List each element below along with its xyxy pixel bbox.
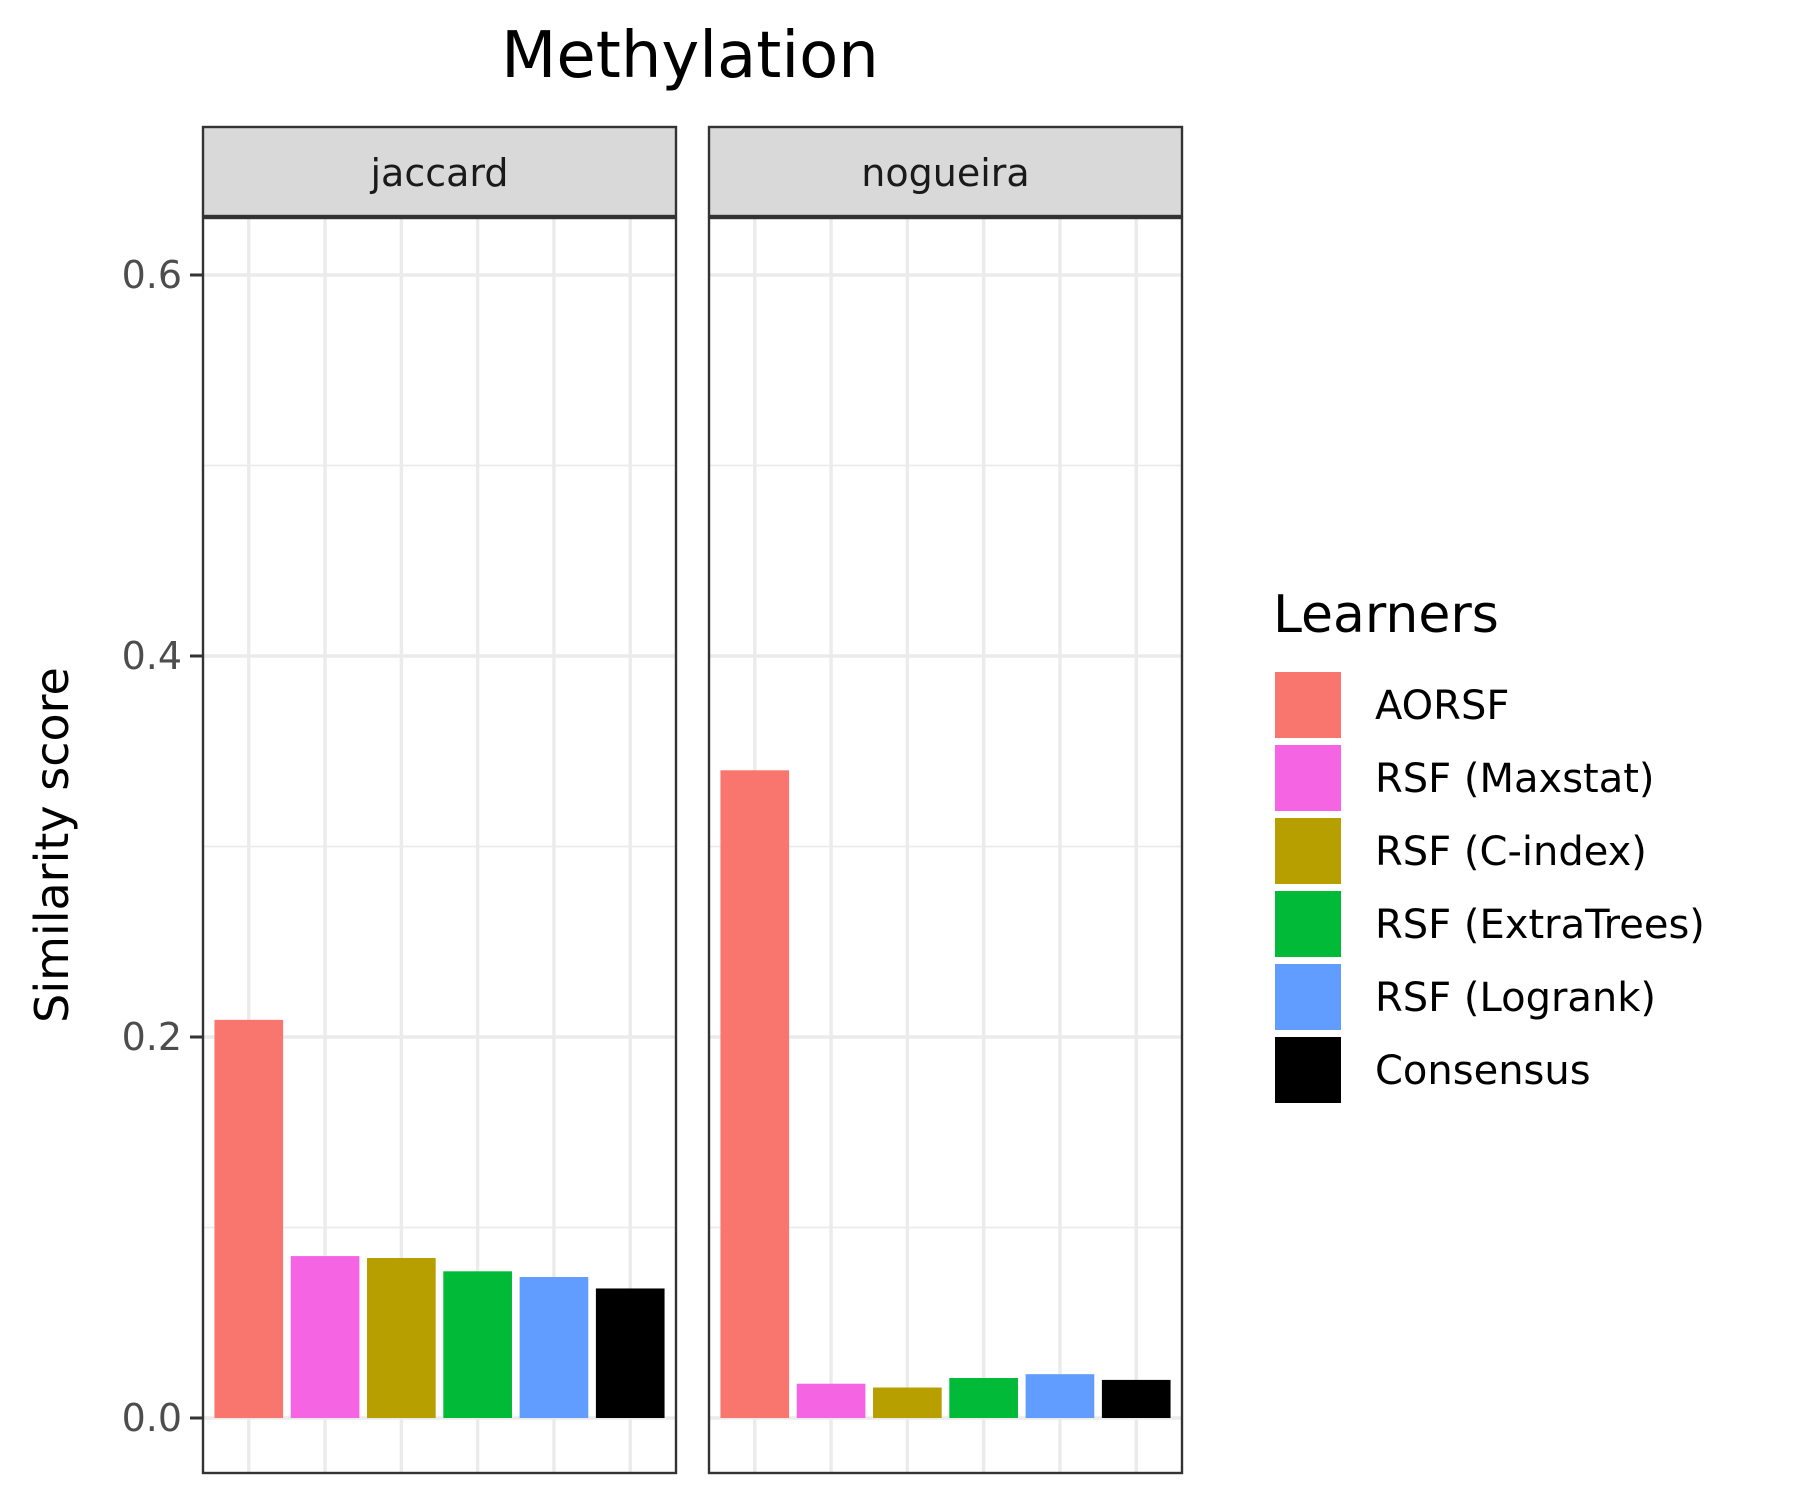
- legend-item: RSF (ExtraTrees): [1275, 891, 1705, 957]
- y-axis-label: Similarity score: [25, 667, 79, 1023]
- legend-key: [1275, 891, 1341, 957]
- bar-jaccard-rsf-logrank: [519, 1277, 589, 1418]
- bar-jaccard-consensus: [595, 1288, 665, 1418]
- legend-key: [1275, 672, 1341, 738]
- legend-label: Consensus: [1375, 1048, 1591, 1094]
- bar-nogueira-consensus: [1101, 1379, 1171, 1418]
- panel-jaccard: jaccard: [201, 125, 678, 1475]
- panel-border: [707, 216, 1184, 1475]
- bar-nogueira-rsf-maxstat: [796, 1383, 866, 1418]
- bar-jaccard-aorsf: [214, 1019, 284, 1418]
- y-tick-label: 0.6: [122, 253, 182, 297]
- y-tick-label: 0.2: [122, 1015, 182, 1059]
- panel-nogueira: nogueira: [707, 125, 1184, 1475]
- legend-item: RSF (Maxstat): [1275, 745, 1655, 811]
- legend: Learners AORSF RSF (Maxstat) RSF (C-index) R…: [1273, 585, 1705, 1103]
- legend-label: RSF (Logrank): [1375, 975, 1656, 1021]
- bar-jaccard-rsf-extratrees: [443, 1271, 512, 1418]
- bar-nogueira-rsf-logrank: [1025, 1374, 1095, 1418]
- legend-key: [1275, 1037, 1341, 1103]
- legend-item: Consensus: [1275, 1037, 1591, 1103]
- legend-key: [1275, 818, 1341, 884]
- legend-label: RSF (C-index): [1375, 829, 1647, 875]
- legend-label: AORSF: [1375, 683, 1509, 729]
- bar-nogueira-rsf-extratrees: [949, 1377, 1018, 1418]
- panels: jaccard nogueira: [201, 125, 1184, 1475]
- bar-nogueira-rsf-c-index: [873, 1387, 942, 1418]
- panel-border: [201, 216, 678, 1475]
- strip-label-jaccard: jaccard: [370, 151, 509, 195]
- legend-key: [1275, 964, 1341, 1030]
- legend-item: RSF (Logrank): [1275, 964, 1656, 1030]
- strip-label-nogueira: nogueira: [861, 151, 1029, 195]
- legend-title: Learners: [1273, 585, 1499, 645]
- legend-item: RSF (C-index): [1275, 818, 1647, 884]
- legend-item: AORSF: [1275, 672, 1509, 738]
- y-tick-label: 0.4: [122, 634, 182, 678]
- bar-jaccard-rsf-maxstat: [290, 1256, 360, 1418]
- y-tick-label: 0.0: [122, 1396, 182, 1440]
- y-axis: 0.0 0.2 0.4 0.6: [122, 253, 203, 1440]
- strip-jaccard: [201, 125, 678, 218]
- legend-key: [1275, 745, 1341, 811]
- bar-nogueira-aorsf: [720, 770, 790, 1418]
- chart-title: Methylation: [501, 19, 879, 93]
- legend-label: RSF (ExtraTrees): [1375, 902, 1705, 948]
- bar-jaccard-rsf-c-index: [367, 1257, 436, 1418]
- legend-label: RSF (Maxstat): [1375, 756, 1655, 802]
- strip-nogueira: [707, 125, 1184, 218]
